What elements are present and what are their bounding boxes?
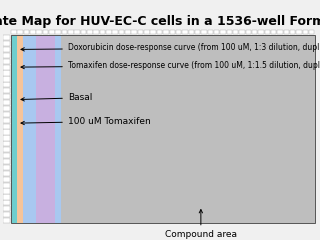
Bar — [75, 30, 80, 34]
Bar — [81, 30, 86, 34]
Bar — [3, 188, 10, 194]
Bar — [3, 65, 10, 70]
Bar — [220, 30, 226, 34]
Bar — [207, 30, 213, 34]
Bar — [296, 30, 302, 34]
Bar — [23, 35, 36, 223]
Bar — [3, 100, 10, 105]
Bar — [3, 41, 10, 46]
Bar — [30, 30, 36, 34]
Bar — [3, 141, 10, 146]
Bar — [3, 124, 10, 129]
Bar — [3, 112, 10, 117]
Bar — [277, 30, 283, 34]
Bar — [3, 88, 10, 93]
Bar — [3, 94, 10, 99]
Bar — [201, 30, 207, 34]
Bar — [144, 30, 150, 34]
Bar — [188, 30, 194, 34]
Bar — [3, 129, 10, 135]
Bar — [93, 30, 99, 34]
Text: Basal: Basal — [21, 93, 92, 102]
Bar — [170, 30, 175, 34]
Text: Compound area: Compound area — [165, 210, 237, 240]
Bar — [195, 30, 200, 34]
Bar — [3, 200, 10, 205]
Bar — [119, 30, 124, 34]
Bar — [55, 30, 61, 34]
Bar — [36, 35, 55, 223]
Bar — [3, 35, 10, 40]
Bar — [284, 30, 289, 34]
Bar — [3, 177, 10, 182]
Bar — [11, 30, 17, 34]
Bar — [150, 30, 156, 34]
Bar — [3, 159, 10, 164]
Bar — [113, 30, 118, 34]
Bar — [290, 30, 295, 34]
Bar — [3, 218, 10, 223]
Bar — [43, 30, 48, 34]
Bar — [3, 47, 10, 52]
Bar — [55, 35, 61, 223]
Bar — [157, 30, 163, 34]
Bar — [68, 30, 74, 34]
Text: 100 uM Tomaxifen: 100 uM Tomaxifen — [21, 117, 151, 126]
Bar — [3, 71, 10, 76]
Bar — [100, 30, 105, 34]
Bar — [3, 118, 10, 123]
Text: Doxorubicin dose-response curve (from 100 uM, 1:3 dilution, duplicates): Doxorubicin dose-response curve (from 10… — [21, 43, 320, 52]
Bar — [106, 30, 112, 34]
Bar — [62, 30, 68, 34]
Bar — [163, 30, 169, 34]
Bar — [233, 30, 238, 34]
Bar — [3, 194, 10, 199]
Title: Plate Map for HUV-EC-C cells in a 1536-well Format: Plate Map for HUV-EC-C cells in a 1536-w… — [0, 15, 320, 28]
Bar — [3, 106, 10, 111]
Bar — [3, 212, 10, 217]
Bar — [3, 171, 10, 176]
Bar — [17, 35, 23, 223]
Bar — [24, 30, 29, 34]
Bar — [271, 30, 276, 34]
Bar — [227, 30, 232, 34]
Text: Tomaxifen dose-response curve (from 100 uM, 1:1.5 dilution, duplicates): Tomaxifen dose-response curve (from 100 … — [21, 61, 320, 70]
Bar — [36, 30, 42, 34]
Bar — [176, 30, 181, 34]
Bar — [182, 30, 188, 34]
Bar — [3, 206, 10, 211]
Bar — [265, 30, 270, 34]
Bar — [309, 30, 315, 34]
Bar — [49, 30, 55, 34]
Bar — [3, 76, 10, 82]
Bar — [3, 153, 10, 158]
Bar — [18, 30, 23, 34]
Bar — [3, 183, 10, 188]
Bar — [3, 135, 10, 141]
Bar — [132, 30, 137, 34]
Bar — [87, 30, 93, 34]
Bar — [3, 147, 10, 152]
Bar — [245, 30, 251, 34]
Bar — [214, 30, 220, 34]
Bar — [3, 165, 10, 170]
Bar — [3, 53, 10, 58]
Bar — [258, 30, 264, 34]
Bar — [125, 30, 131, 34]
Bar — [11, 35, 17, 223]
Bar — [3, 59, 10, 64]
Bar — [252, 30, 257, 34]
Bar — [138, 30, 143, 34]
Bar — [239, 30, 245, 34]
Bar — [3, 82, 10, 87]
Bar — [302, 30, 308, 34]
